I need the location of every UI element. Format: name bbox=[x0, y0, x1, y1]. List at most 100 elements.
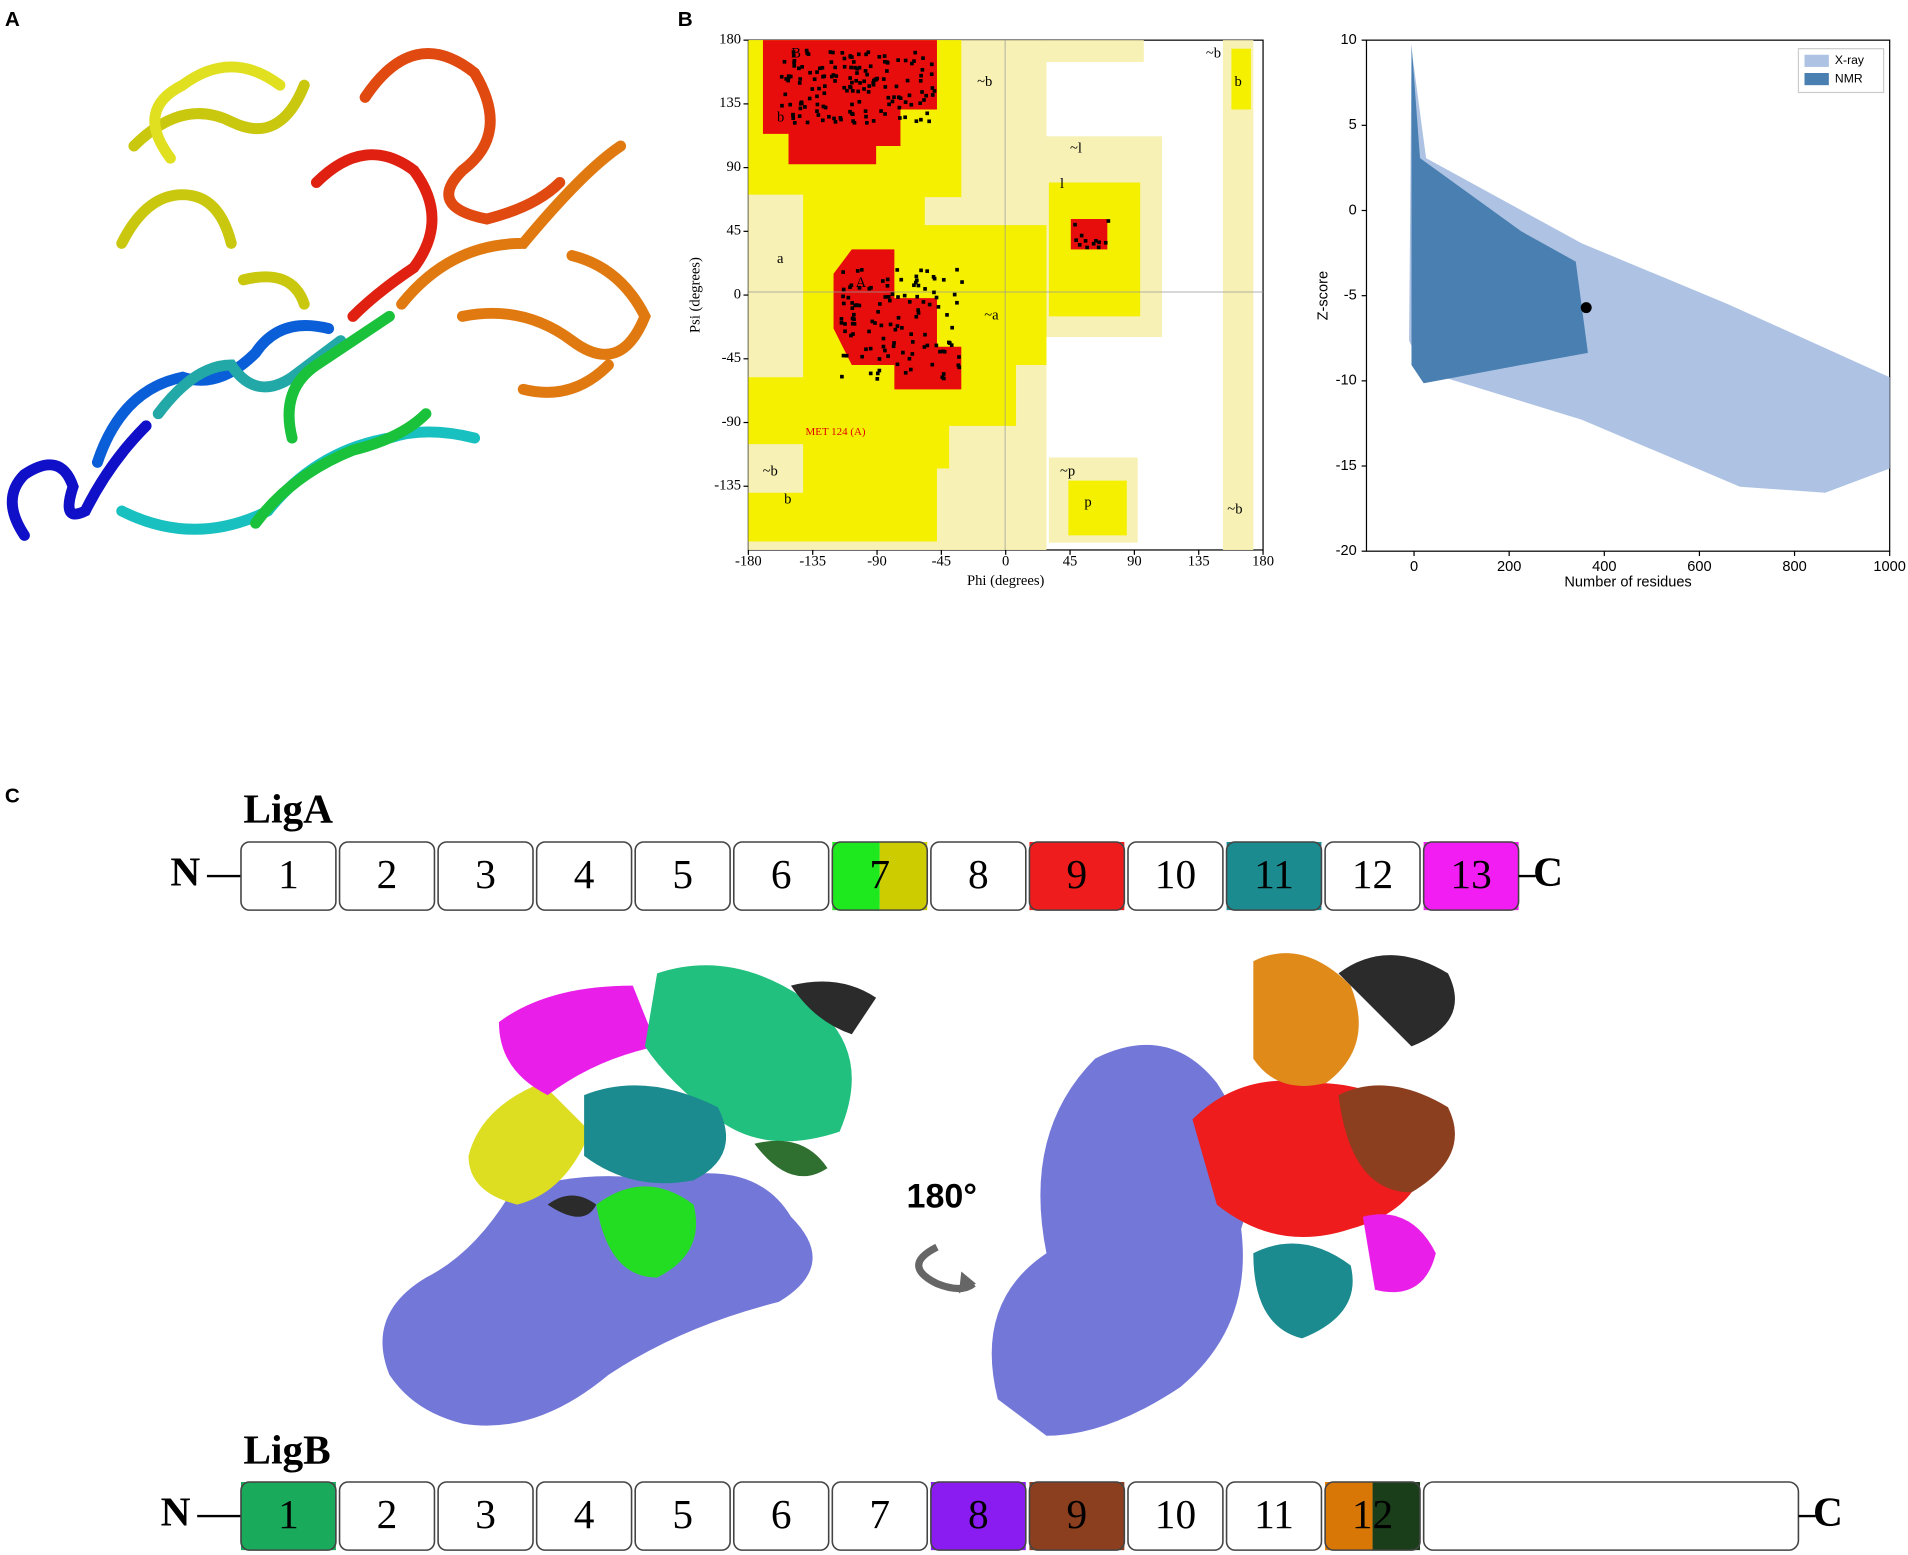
residue-dot bbox=[792, 64, 797, 68]
residue-dot bbox=[849, 111, 854, 116]
domain-fill bbox=[1029, 1481, 1125, 1551]
domain: 7 bbox=[831, 841, 929, 911]
residue-dot bbox=[868, 64, 873, 69]
residue-dot bbox=[841, 270, 846, 274]
residue-dot bbox=[879, 109, 883, 113]
residue-dot bbox=[868, 371, 873, 376]
residue-dot bbox=[797, 66, 801, 71]
construct-name: LigA bbox=[243, 785, 333, 831]
residue-dot bbox=[780, 103, 784, 108]
residue-dot bbox=[914, 274, 919, 279]
domain-label: 2 bbox=[377, 1491, 398, 1537]
domain-fill bbox=[832, 841, 880, 911]
residue-dot bbox=[941, 277, 946, 282]
residue-dot bbox=[791, 50, 796, 54]
residue-dot bbox=[941, 349, 945, 354]
residue-dot bbox=[955, 267, 959, 272]
residue-dot bbox=[866, 50, 871, 55]
residue-dot bbox=[855, 66, 860, 71]
residue-dot bbox=[841, 294, 845, 299]
residue-dot bbox=[833, 120, 838, 124]
residue-dot bbox=[782, 59, 787, 64]
domain-box bbox=[1324, 1481, 1421, 1551]
residue-dot bbox=[1094, 238, 1098, 243]
residue-dot bbox=[839, 321, 844, 325]
region-label: ~p bbox=[1060, 463, 1075, 479]
residue-dot bbox=[892, 95, 896, 99]
domain-fill bbox=[733, 1481, 829, 1551]
residue-dot bbox=[883, 348, 887, 353]
residue-dot bbox=[850, 80, 854, 85]
domain-label: 7 bbox=[869, 851, 890, 897]
residue-dot bbox=[803, 105, 807, 109]
n-terminus: N bbox=[170, 849, 200, 895]
residue-dot bbox=[873, 321, 877, 325]
residue-dot bbox=[1106, 219, 1111, 223]
domain-label: 6 bbox=[771, 1491, 792, 1537]
y-tick-label: -20 bbox=[1336, 543, 1357, 559]
y-tick-label: -90 bbox=[722, 414, 741, 430]
residue-dot bbox=[896, 315, 901, 320]
domain-box bbox=[1127, 1481, 1224, 1551]
domain: 1 bbox=[240, 841, 337, 911]
residue-dot bbox=[912, 59, 916, 63]
residue-dot bbox=[827, 114, 831, 119]
residue-dot bbox=[831, 73, 836, 77]
domain-fill bbox=[733, 841, 829, 911]
residue-dot bbox=[901, 350, 905, 355]
residue-dot bbox=[922, 98, 926, 102]
residue-dot bbox=[792, 120, 797, 125]
domain-box bbox=[240, 841, 337, 911]
residue-dot bbox=[909, 332, 913, 336]
residue-dot bbox=[913, 280, 918, 285]
residue-dot bbox=[894, 84, 899, 89]
residue-dot bbox=[838, 116, 843, 120]
residue-dot bbox=[786, 74, 791, 79]
residue-dot bbox=[886, 95, 891, 100]
legend-swatch bbox=[1804, 54, 1829, 67]
domain: 3 bbox=[437, 841, 534, 911]
residue-dot bbox=[932, 290, 936, 295]
region-label: MET 124 (A) bbox=[806, 426, 866, 438]
residue-dot bbox=[898, 116, 902, 120]
residue-dot bbox=[849, 283, 854, 288]
surface-left bbox=[382, 965, 877, 1426]
c-terminus: C bbox=[1813, 1489, 1843, 1535]
region-label: ~a bbox=[984, 308, 999, 324]
residue-dot bbox=[921, 56, 925, 60]
domain-box bbox=[1225, 841, 1323, 911]
residue-dot bbox=[842, 56, 847, 61]
residue-dot bbox=[903, 100, 908, 104]
region-label: ~b bbox=[1206, 46, 1221, 62]
residue-dot bbox=[823, 105, 828, 110]
domain-box bbox=[535, 1481, 633, 1551]
residue-dot bbox=[859, 268, 864, 272]
domain-label: 2 bbox=[377, 851, 398, 897]
residue-dot bbox=[934, 343, 939, 348]
domain-fill bbox=[1423, 841, 1519, 911]
domain-box bbox=[437, 1481, 534, 1551]
residue-dot bbox=[863, 69, 868, 73]
residue-dot bbox=[850, 321, 855, 326]
residue-dot bbox=[893, 327, 898, 332]
residue-dot bbox=[881, 77, 886, 81]
domain-label: 5 bbox=[672, 851, 693, 897]
residue-dot bbox=[815, 102, 820, 107]
residue-dot bbox=[902, 293, 907, 298]
residue-dot bbox=[818, 66, 822, 71]
residue-dot bbox=[886, 354, 890, 358]
surface-right bbox=[991, 953, 1455, 1436]
zscore-plot: 0 200 400 600 800 1000 10 5 0 -5 -10 -15 -20 Number o… bbox=[1316, 32, 1906, 591]
residue-dot bbox=[805, 120, 810, 125]
domain-label: 4 bbox=[574, 1491, 595, 1537]
residue-dot bbox=[779, 74, 784, 79]
domain: 6 bbox=[732, 1481, 830, 1551]
domain-box bbox=[930, 1481, 1027, 1551]
region-label: b bbox=[1234, 74, 1241, 90]
domain: 8 bbox=[930, 841, 1027, 911]
residue-dot bbox=[815, 70, 819, 74]
residue-dot bbox=[910, 352, 915, 356]
residue-dot bbox=[885, 283, 890, 288]
